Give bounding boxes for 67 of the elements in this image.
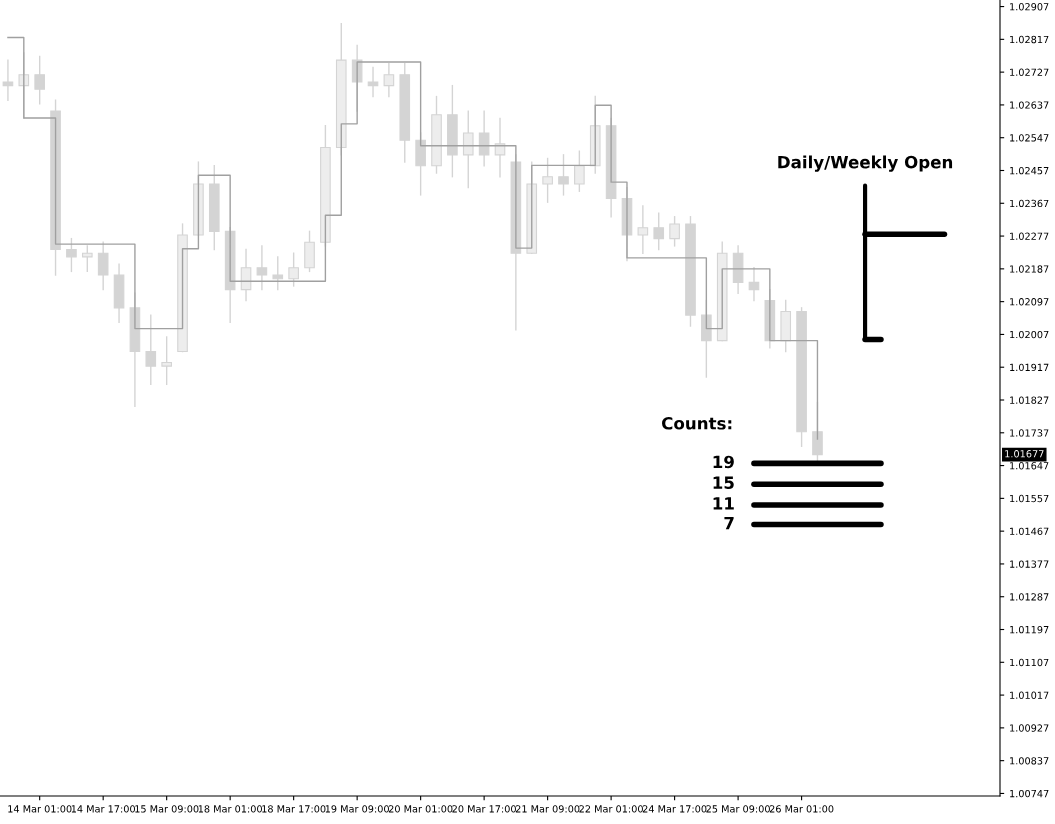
x-tick-label: 22 Mar 01:00 bbox=[579, 805, 643, 813]
x-tick-label: 24 Mar 17:00 bbox=[642, 805, 707, 813]
candlestick bbox=[272, 256, 284, 291]
candlestick bbox=[34, 55, 45, 105]
y-tick-label: 1.01737 bbox=[1010, 429, 1049, 437]
y-tick-label: 1.01917 bbox=[1010, 363, 1049, 372]
candlestick bbox=[637, 205, 649, 254]
candlestick bbox=[97, 241, 109, 291]
candlestick bbox=[383, 63, 395, 98]
candlestick bbox=[145, 314, 157, 386]
candlestick bbox=[2, 59, 14, 101]
candlestick bbox=[669, 216, 680, 247]
annotation: Daily/Weekly Open bbox=[778, 155, 953, 172]
x-tick-label: 14 Mar 17:00 bbox=[71, 805, 135, 813]
x-tick-label: 14 Mar 01:00 bbox=[8, 805, 72, 813]
annotation: Counts: bbox=[662, 417, 732, 430]
candlestick bbox=[478, 110, 490, 167]
series-label: 7 bbox=[724, 517, 734, 530]
series-label: 19 bbox=[713, 455, 734, 469]
candlestick bbox=[462, 110, 474, 189]
x-tick-label: 19 Mar 09:00 bbox=[325, 805, 389, 813]
y-tick-label: 1.01827 bbox=[1010, 396, 1049, 404]
y-tick-label: 1.02727 bbox=[1010, 68, 1049, 76]
y-tick-label: 1.02277 bbox=[1010, 232, 1049, 240]
y-tick-label: 1.02367 bbox=[1010, 199, 1049, 208]
candlestick bbox=[367, 66, 379, 98]
y-tick-label: 1.00747 bbox=[1010, 789, 1049, 798]
y-tick-label: 1.02007 bbox=[1010, 330, 1049, 339]
x-tick-label: 21 Mar 09:00 bbox=[515, 805, 580, 813]
x-tick-label: 15 Mar 09:00 bbox=[135, 805, 199, 813]
candlestick bbox=[66, 237, 77, 273]
candlestick bbox=[574, 150, 585, 192]
y-tick-label: 1.02637 bbox=[1010, 101, 1049, 109]
candlestick bbox=[558, 154, 569, 196]
y-tick-label: 1.01107 bbox=[1010, 658, 1049, 667]
series-label: 15 bbox=[713, 476, 734, 489]
y-tick-label: 1.02907 bbox=[1010, 3, 1049, 11]
y-tick-label: 1.01377 bbox=[1010, 560, 1049, 568]
candlestick bbox=[161, 336, 172, 386]
y-tick-label: 1.01287 bbox=[1010, 593, 1049, 601]
x-tick-label: 20 Mar 01:00 bbox=[388, 805, 453, 813]
candlestick bbox=[81, 245, 93, 273]
y-tick-label: 1.02547 bbox=[1010, 134, 1049, 142]
x-tick-label: 26 Mar 01:00 bbox=[769, 805, 834, 813]
y-tick-label: 1.01557 bbox=[1010, 494, 1049, 503]
y-tick-label: 1.00837 bbox=[1010, 757, 1049, 765]
y-tick-label: 1.02097 bbox=[1010, 298, 1049, 306]
candlestick bbox=[748, 267, 760, 302]
series-label: 11 bbox=[713, 497, 734, 510]
y-tick-label: 1.02817 bbox=[1010, 35, 1049, 44]
y-tick-label: 1.01467 bbox=[1010, 527, 1049, 535]
y-tick-label: 1.01197 bbox=[1010, 625, 1049, 634]
y-tick-label: 1.02457 bbox=[1010, 166, 1049, 175]
text: 1.01677 bbox=[1005, 450, 1044, 458]
candlestick bbox=[256, 245, 268, 291]
x-tick-label: 25 Mar 09:00 bbox=[706, 805, 770, 813]
x-tick-label: 18 Mar 17:00 bbox=[262, 805, 326, 813]
x-tick-label: 18 Mar 01:00 bbox=[198, 805, 262, 813]
candlestick bbox=[542, 157, 553, 203]
x-tick-label: 20 Mar 17:00 bbox=[452, 805, 516, 813]
y-tick-label: 1.00927 bbox=[1010, 724, 1049, 732]
y-tick-label: 1.02187 bbox=[1010, 265, 1049, 273]
y-tick-label: 1.01647 bbox=[1010, 462, 1049, 470]
candlestick bbox=[240, 248, 252, 302]
candlestick bbox=[288, 252, 299, 287]
y-tick-label: 1.01017 bbox=[1010, 691, 1049, 699]
candlestick bbox=[653, 212, 665, 251]
